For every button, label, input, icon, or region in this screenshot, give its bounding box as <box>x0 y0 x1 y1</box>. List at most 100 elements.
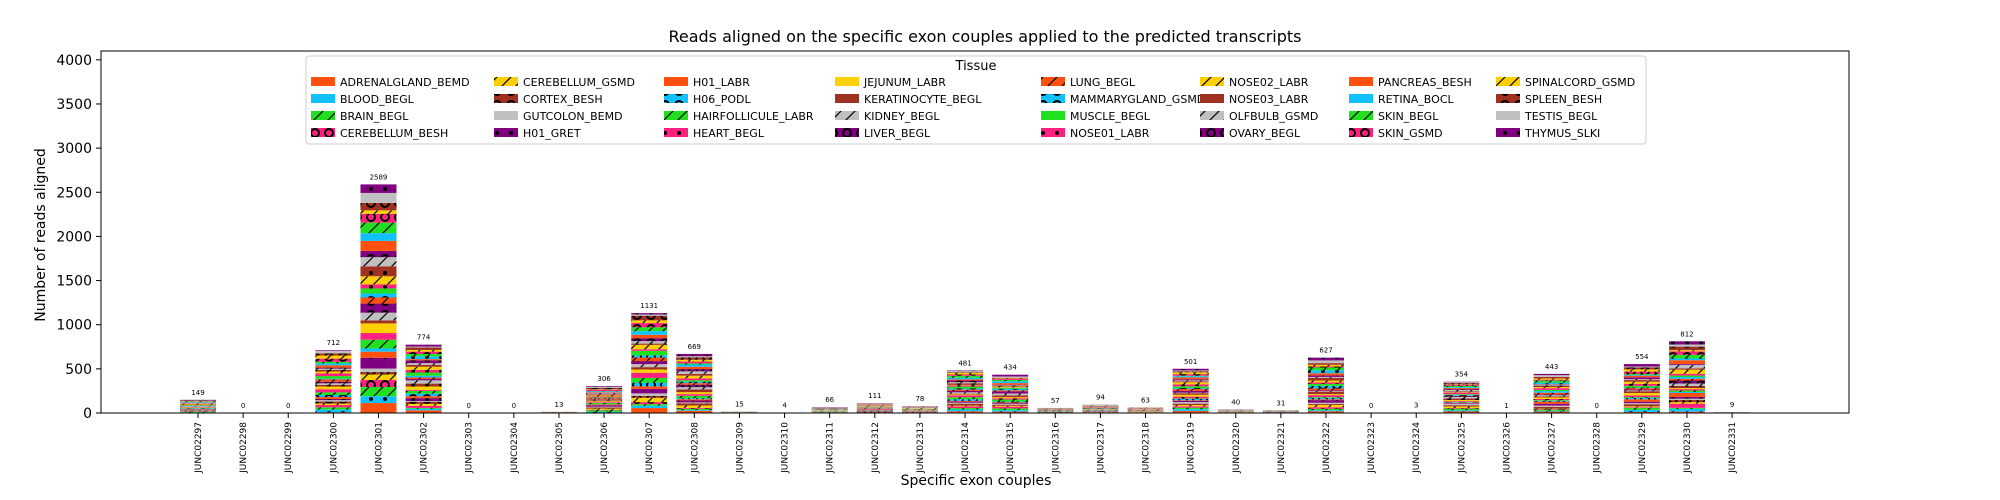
bar-segment-olfbulb_gsmd <box>360 257 397 267</box>
bar-segment-ovary_begl <box>1308 375 1344 377</box>
bar-segment-lung_begl <box>405 377 442 379</box>
bar-segment-spinalcord_gsmd <box>360 210 397 214</box>
bar-segment-thymus_slki <box>631 313 668 315</box>
bar-segment-pancreas_besh <box>586 392 623 393</box>
bar-segment-olfbulb_gsmd <box>405 363 442 365</box>
bar-segment-thymus_slki <box>586 385 623 387</box>
bar-segment-ovary_begl <box>315 367 352 369</box>
bar-segment-nose03_labr <box>676 373 713 376</box>
x-tick-label: JUNC02312 <box>871 422 881 474</box>
bar-segment-keratinocyte_begl <box>1623 391 1660 394</box>
bar-stack-JUNC02311 <box>811 407 848 413</box>
bar-segment-adrenalgland_bemd <box>947 411 984 413</box>
bar-segment-nose02_labr <box>405 366 442 370</box>
bar-segment-retina_bocl <box>315 363 352 366</box>
bar-segment-pancreas_besh <box>992 383 1029 385</box>
legend-swatch <box>311 128 335 137</box>
legend-item-mammarygland_gsmd: MAMMARYGLAND_GSMD <box>1041 93 1205 106</box>
bar-segment-adrenalgland_bemd <box>1623 411 1660 413</box>
legend-swatch <box>664 128 688 137</box>
bar-segment-adrenalgland_bemd <box>1172 411 1209 413</box>
bar-segment-testis_begl <box>631 314 668 316</box>
bar-segment-h01_gret <box>1443 403 1480 404</box>
bar-segment-liver_begl <box>1533 394 1570 396</box>
bar-segment-keratinocyte_begl <box>992 395 1029 398</box>
x-tick-label: JUNC02327 <box>1548 422 1558 474</box>
bar-segment-brain_begl <box>1172 407 1209 410</box>
bar-segment-heart_begl <box>405 389 442 391</box>
bar-segment-mammarygland_gsmd <box>947 388 984 390</box>
bar-segment-jejunum_labr <box>676 392 713 395</box>
bar-segment-hairfollicule_labr <box>676 395 713 399</box>
bar-segment-ovary_begl <box>947 380 984 383</box>
bar-segment-brain_begl <box>947 408 984 410</box>
legend-swatch <box>1496 128 1520 137</box>
bar-segment-blood_begl <box>360 396 397 404</box>
bar-segment-pancreas_besh <box>631 334 668 339</box>
bar-segment-cerebellum_gsmd <box>631 397 668 403</box>
bar-segment-testis_begl <box>1533 375 1570 377</box>
bar-segment-blood_begl <box>676 410 713 411</box>
x-tick-label: JUNC02311 <box>826 422 836 474</box>
legend-swatch <box>1041 77 1065 86</box>
x-tick-label: JUNC02324 <box>1412 422 1422 474</box>
bar-segment-nose02_labr <box>315 371 352 374</box>
legend-item-spinalcord_gsmd: SPINALCORD_GSMD <box>1496 76 1635 89</box>
bar-segment-muscle_begl <box>1623 385 1660 388</box>
bar-segment-nose03_labr <box>631 343 668 345</box>
bar-segment-testis_begl <box>586 386 623 388</box>
bar-segment-muscle_begl <box>1172 386 1209 389</box>
bar-segment-cortex_besh <box>1533 406 1570 409</box>
legend-label: SKIN_BEGL <box>1378 110 1439 123</box>
bar-segment-thymus_slki <box>315 350 352 351</box>
bar-segment-thymus_slki <box>180 399 216 401</box>
x-tick-label: JUNC02299 <box>284 422 294 474</box>
bar-segment-spleen_besh <box>1623 367 1660 370</box>
bar-segment-thymus_slki <box>676 353 713 357</box>
legend-label: LUNG_BEGL <box>1070 76 1136 89</box>
y-tick-label: 3000 <box>56 141 92 157</box>
bar-total-label: 0 <box>1369 402 1373 410</box>
bar-total-label: 443 <box>1545 363 1558 371</box>
legend-swatch <box>835 77 859 86</box>
bar-segment-gutcolon_bemd <box>1533 405 1570 407</box>
bar-segment-mammarygland_gsmd <box>1533 391 1570 393</box>
legend-swatch <box>494 128 518 137</box>
bar-segment-h06_podl <box>1172 398 1209 401</box>
bar-segment-h01_labr <box>631 386 668 389</box>
bar-segment-retina_bocl <box>992 381 1029 384</box>
legend-item-cerebellum_besh: CEREBELLUM_BESH <box>311 127 448 140</box>
legend-swatch <box>1349 77 1373 86</box>
bar-segment-skin_gsmd <box>315 358 352 362</box>
bar-segment-kidney_begl <box>1308 390 1344 392</box>
bar-segment-cerebellum_besh <box>1623 407 1660 408</box>
bar-total-label: 0 <box>466 402 470 410</box>
bar-segment-h01_gret <box>947 401 984 403</box>
x-tick-label: JUNC02319 <box>1187 422 1197 474</box>
x-tick-label: JUNC02298 <box>239 422 249 474</box>
bar-segment-cerebellum_besh <box>1668 403 1705 408</box>
bar-segment-spinalcord_gsmd <box>947 372 984 375</box>
bar-total-label: 774 <box>417 334 431 342</box>
bar-segment-cortex_besh <box>1172 403 1209 405</box>
legend-swatch <box>1200 128 1224 137</box>
bar-segment-cortex_besh <box>360 372 397 375</box>
bar-segment-testis_begl <box>1443 382 1480 384</box>
bar-segment-skin_gsmd <box>992 378 1029 380</box>
bar-segment-gutcolon_bemd <box>992 403 1029 405</box>
bar-stack-JUNC02318 <box>1127 407 1164 413</box>
bar-total-label: 669 <box>688 343 701 351</box>
bar-total-label: 627 <box>1319 347 1332 355</box>
bar-segment-blood_begl <box>947 409 984 412</box>
bar-segment-heart_begl <box>1533 399 1570 401</box>
bar-segment-blood_begl <box>1443 410 1480 412</box>
x-tick-label: JUNC02309 <box>735 422 745 474</box>
bar-segment-lung_begl <box>676 383 713 385</box>
bar-segment-heart_begl <box>947 395 984 398</box>
legend-item-hairfollicule_labr: HAIRFOLLICULE_LABR <box>664 110 814 123</box>
bar-segment-cerebellum_besh <box>1172 406 1209 408</box>
bar-segment-jejunum_labr <box>586 401 623 403</box>
bar-segment-liver_begl <box>1623 389 1660 391</box>
bar-segment-nose03_labr <box>315 369 352 372</box>
bar-segment-ovary_begl <box>1668 363 1705 365</box>
